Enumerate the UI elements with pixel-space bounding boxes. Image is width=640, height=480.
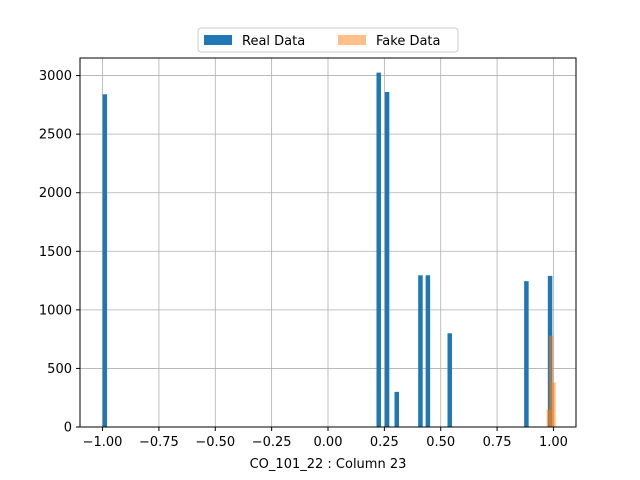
x-tick-label: 1.00 [539, 435, 568, 450]
real-data-bar [394, 391, 400, 427]
x-tick-label: 0.50 [426, 435, 455, 450]
x-tick-label: −0.75 [139, 435, 179, 450]
real-data-bar [384, 91, 390, 427]
x-tick-label: −1.00 [83, 435, 123, 450]
real-data-bar [376, 72, 381, 428]
x-axis-label: CO_101_22 : Column 23 [250, 457, 407, 472]
y-tick-label: 3000 [39, 69, 72, 84]
legend-label-real: Real Data [242, 34, 305, 49]
legend: Real Data Fake Data [197, 27, 459, 53]
y-tick-label: 2000 [39, 186, 72, 201]
x-tick-label: 0.25 [370, 435, 399, 450]
x-tick-label: −0.25 [252, 435, 292, 450]
y-tick-label: 0 [64, 421, 72, 436]
x-axis-ticks: −1.00 −0.75 −0.50 −0.25 0.00 0.25 0.50 0.75 1.00 [83, 427, 568, 450]
fake-data-bar [551, 382, 556, 427]
x-tick-label: 0.75 [483, 435, 512, 450]
legend-box [197, 27, 459, 53]
fake-data-bar [548, 335, 554, 427]
y-tick-label: 2500 [39, 128, 72, 143]
y-tick-label: 500 [47, 362, 72, 377]
x-tick-label: −0.50 [195, 435, 235, 450]
real-data-bar [102, 94, 108, 428]
legend-swatch-fake [338, 35, 366, 45]
histogram-bars [102, 72, 556, 428]
real-data-bar [418, 275, 423, 427]
real-data-bar [524, 281, 529, 427]
legend-swatch-real [204, 35, 232, 45]
x-tick-label: 0.00 [314, 435, 343, 450]
grid-lines [80, 58, 576, 428]
y-axis-ticks: 0 500 1000 1500 2000 2500 3000 [39, 69, 80, 436]
legend-label-fake: Fake Data [376, 34, 441, 49]
real-data-bar [447, 333, 452, 427]
y-tick-label: 1000 [39, 303, 72, 318]
y-tick-label: 1500 [39, 245, 72, 260]
real-data-bar [425, 275, 431, 427]
